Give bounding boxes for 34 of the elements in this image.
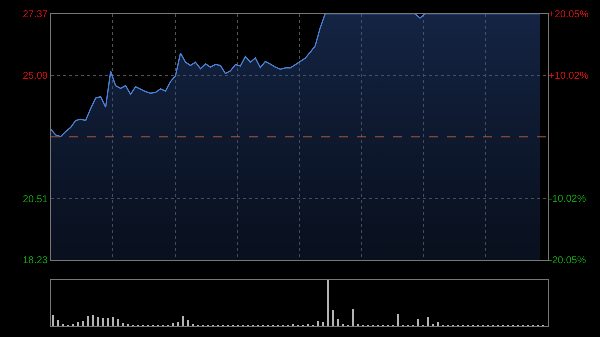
bar bbox=[52, 314, 54, 326]
bar bbox=[327, 280, 329, 326]
bar bbox=[107, 318, 109, 326]
bar bbox=[102, 318, 104, 326]
bar bbox=[87, 316, 89, 326]
bar bbox=[417, 318, 419, 326]
bar bbox=[337, 318, 339, 326]
bar bbox=[437, 322, 439, 326]
y-tick-label: 25.09 bbox=[22, 70, 48, 82]
bar bbox=[177, 322, 179, 326]
bar bbox=[117, 318, 119, 326]
bar bbox=[112, 316, 114, 326]
bar bbox=[172, 322, 174, 326]
bar bbox=[352, 308, 354, 326]
bar bbox=[182, 316, 184, 326]
y-tick-label: 20.51 bbox=[22, 194, 48, 206]
y2-tick-label: +20.05% bbox=[549, 10, 589, 20]
bar bbox=[322, 322, 324, 326]
y2-tick-label: -20.05% bbox=[549, 256, 586, 267]
bar bbox=[332, 310, 334, 326]
y2-tick-label: -10.02% bbox=[549, 194, 586, 206]
bar bbox=[317, 320, 319, 326]
y-tick-label: 27.37 bbox=[22, 10, 48, 20]
bar bbox=[122, 322, 124, 326]
bar bbox=[97, 316, 99, 326]
bar bbox=[77, 322, 79, 326]
bar bbox=[397, 314, 399, 326]
bar bbox=[427, 316, 429, 326]
bar bbox=[187, 320, 189, 326]
bar bbox=[82, 320, 84, 326]
bar bbox=[57, 320, 59, 326]
y-tick-label: 18.23 bbox=[22, 256, 48, 267]
bar bbox=[92, 314, 94, 326]
y2-tick-label: +10.02% bbox=[549, 71, 589, 82]
